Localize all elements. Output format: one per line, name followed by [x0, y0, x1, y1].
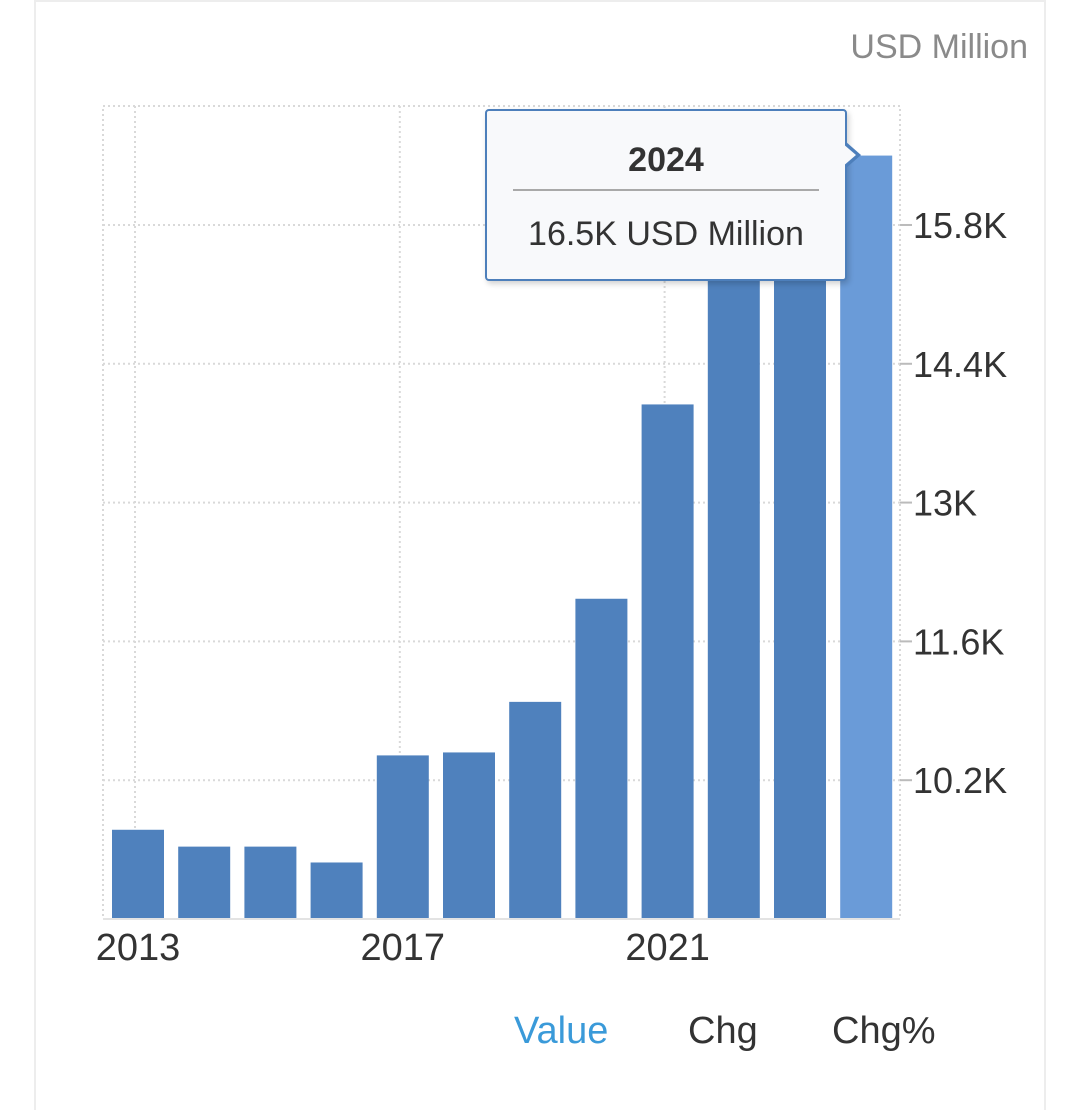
tab-value[interactable]: Value — [514, 1010, 609, 1052]
tab-chg-pct[interactable]: Chg% — [832, 1010, 936, 1052]
chart-mode-tabs: Value Chg Chg% — [0, 1010, 1080, 1060]
bar — [509, 701, 562, 919]
tooltip-value: 16.5K USD Million — [528, 215, 804, 253]
bar-chart: 10.2K 11.6K 13K 14.4K 15.8K 2013 2017 2021 — [96, 105, 1007, 969]
bar — [641, 404, 694, 919]
bar — [244, 846, 297, 919]
x-tick-label: 2021 — [625, 927, 710, 969]
tooltip-year: 2024 — [628, 141, 704, 179]
x-tick-label: 2013 — [96, 927, 181, 969]
bar — [840, 155, 893, 919]
unit-label: USD Million — [850, 28, 1028, 66]
tab-chg[interactable]: Chg — [688, 1010, 758, 1052]
bar — [443, 752, 495, 919]
tooltip: 2024 16.5K USD Million — [485, 109, 861, 281]
bar — [112, 829, 164, 919]
bar — [707, 185, 760, 919]
bar — [774, 185, 826, 919]
y-tick-label: 10.2K — [913, 760, 1007, 801]
bar — [178, 846, 231, 919]
bar — [376, 755, 429, 919]
y-tick-label: 11.6K — [913, 621, 1004, 662]
y-tick-label: 15.8K — [913, 205, 1007, 246]
y-tick-label: 14.4K — [913, 344, 1007, 385]
bar — [575, 598, 628, 919]
tooltip-divider — [513, 189, 819, 191]
y-tick-label: 13K — [913, 483, 977, 524]
tooltip-arrow — [842, 141, 861, 169]
bar — [310, 862, 363, 919]
x-tick-label: 2017 — [361, 927, 446, 969]
